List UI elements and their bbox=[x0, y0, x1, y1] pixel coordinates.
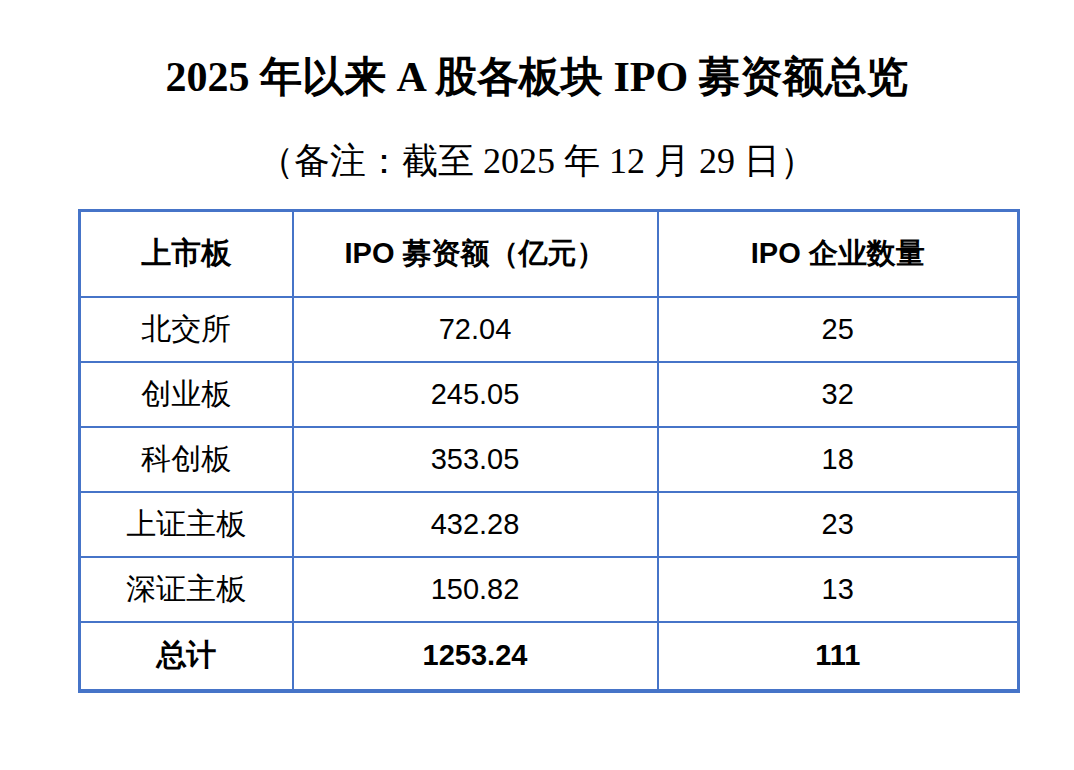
total-cell-amount: 1253.24 bbox=[293, 622, 658, 691]
header-cell-board: 上市板 bbox=[80, 210, 293, 297]
page-title: 2025 年以来 A 股各板块 IPO 募资额总览 bbox=[0, 0, 1074, 100]
cell-count: 32 bbox=[658, 362, 1019, 427]
cell-count: 18 bbox=[658, 427, 1019, 492]
cell-amount: 245.05 bbox=[293, 362, 658, 427]
cell-board: 北交所 bbox=[80, 297, 293, 362]
cell-count: 23 bbox=[658, 492, 1019, 557]
total-cell-count: 111 bbox=[658, 622, 1019, 691]
page-subtitle: （备注：截至 2025 年 12 月 29 日） bbox=[0, 100, 1074, 182]
cell-board: 创业板 bbox=[80, 362, 293, 427]
cell-board: 科创板 bbox=[80, 427, 293, 492]
total-cell-board: 总计 bbox=[80, 622, 293, 691]
cell-board: 上证主板 bbox=[80, 492, 293, 557]
cell-count: 13 bbox=[658, 557, 1019, 622]
cell-amount: 432.28 bbox=[293, 492, 658, 557]
header-cell-count: IPO 企业数量 bbox=[658, 210, 1019, 297]
table-row: 深证主板 150.82 13 bbox=[80, 557, 1019, 622]
page: 2025 年以来 A 股各板块 IPO 募资额总览 （备注：截至 2025 年 … bbox=[0, 0, 1074, 770]
header-cell-amount: IPO 募资额（亿元） bbox=[293, 210, 658, 297]
cell-amount: 150.82 bbox=[293, 557, 658, 622]
cell-amount: 353.05 bbox=[293, 427, 658, 492]
table-row: 上证主板 432.28 23 bbox=[80, 492, 1019, 557]
ipo-table: 上市板 IPO 募资额（亿元） IPO 企业数量 北交所 72.04 25 创业… bbox=[78, 209, 1020, 693]
table-row: 科创板 353.05 18 bbox=[80, 427, 1019, 492]
cell-board: 深证主板 bbox=[80, 557, 293, 622]
cell-amount: 72.04 bbox=[293, 297, 658, 362]
cell-count: 25 bbox=[658, 297, 1019, 362]
table-row: 创业板 245.05 32 bbox=[80, 362, 1019, 427]
table-header-row: 上市板 IPO 募资额（亿元） IPO 企业数量 bbox=[80, 210, 1019, 297]
table-row: 北交所 72.04 25 bbox=[80, 297, 1019, 362]
table-total-row: 总计 1253.24 111 bbox=[80, 622, 1019, 691]
